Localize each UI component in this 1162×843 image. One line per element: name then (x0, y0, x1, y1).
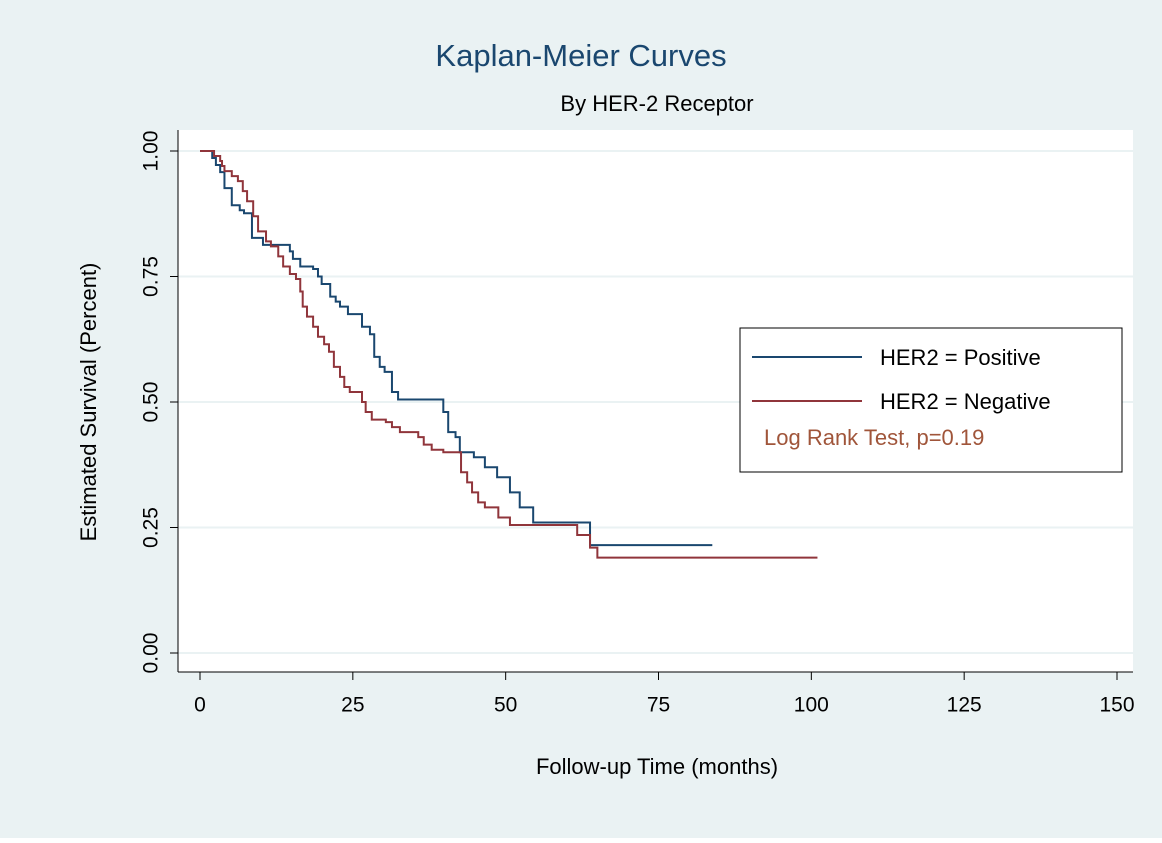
x-tick-label: 0 (194, 694, 206, 717)
chart-subtitle: By HER-2 Receptor (560, 91, 753, 116)
survival-curve (200, 150, 713, 547)
annotation: Log Rank Test, p=0.19 (764, 425, 984, 450)
y-tick-label: 0.25 (140, 507, 163, 548)
y-tick-label: 1.00 (140, 131, 163, 172)
y-tick-label: 0.50 (140, 382, 163, 423)
x-tick-label: 125 (947, 694, 982, 717)
legend-label: HER2 = Positive (880, 345, 1041, 370)
x-tick-label: 150 (1099, 694, 1134, 717)
y-axis-title: Estimated Survival (Percent) (76, 263, 101, 542)
y-tick-label: 0.00 (140, 633, 163, 674)
x-tick-label: 75 (647, 694, 670, 717)
legend-label: HER2 = Negative (880, 389, 1051, 414)
x-tick-label: 50 (494, 694, 517, 717)
x-axis-title: Follow-up Time (months) (536, 754, 778, 779)
chart-title: Kaplan-Meier Curves (435, 38, 726, 73)
x-tick-label: 25 (341, 694, 364, 717)
y-tick-label: 0.75 (140, 256, 163, 297)
survival-curve (200, 150, 818, 559)
x-tick-label: 100 (794, 694, 829, 717)
